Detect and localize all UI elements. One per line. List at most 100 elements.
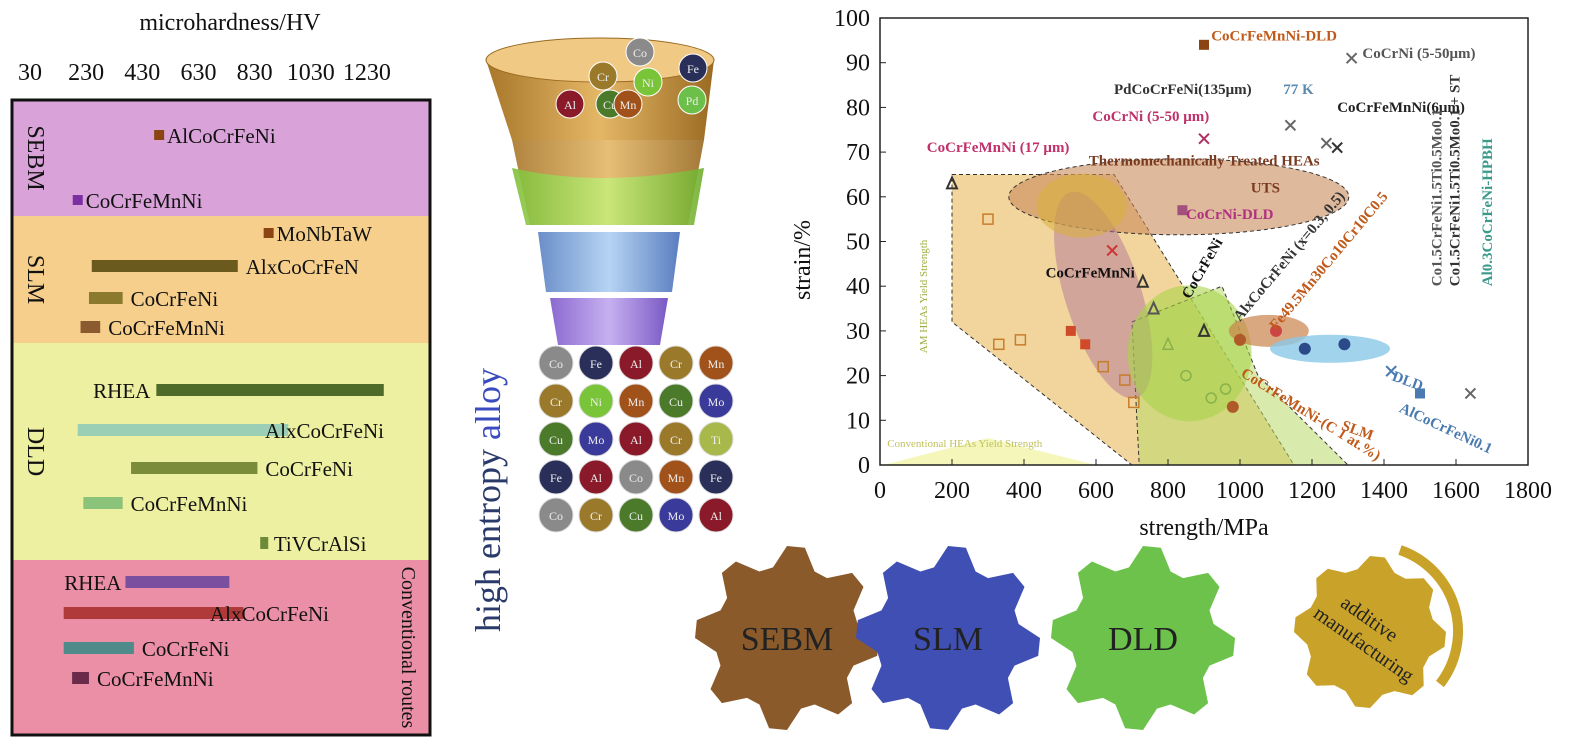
funnel-top-elements: Co Cr Fe Ni Al Pd Cu Mn (555, 37, 708, 119)
element-symbol: Cu (669, 395, 683, 409)
hardness-tick-label: 230 (68, 60, 104, 86)
funnel-band-purple (550, 298, 668, 345)
hardness-bar (125, 576, 230, 588)
hardness-group-label: SEBM (22, 125, 48, 190)
data-point (1284, 119, 1297, 131)
element-symbol: Cr (597, 70, 609, 84)
data-point (1014, 334, 1027, 346)
hardness-bar (83, 497, 123, 509)
x-tick-label: 800 (1150, 478, 1186, 504)
element-symbol: Cu (629, 509, 643, 523)
hardness-row-label: AlCoCrFeNi (167, 124, 276, 148)
element-ball (538, 345, 574, 381)
data-point (1219, 383, 1232, 395)
gear-label: SEBM (741, 621, 834, 658)
gear-arc (1398, 545, 1463, 688)
element-symbol: Cr (670, 357, 682, 371)
y-tick-label: 10 (846, 408, 870, 434)
data-point (1331, 141, 1343, 154)
chart-annotation: Conventional HEAs Yield Strength (887, 438, 1043, 450)
hardness-row-label: CoCrFeNi (265, 457, 353, 481)
hardness-bar (156, 384, 384, 396)
microhardness-title: microhardness/HV (139, 10, 321, 36)
data-point (1198, 132, 1210, 145)
x-tick-label: 0 (874, 478, 886, 504)
x-tick-label: 200 (934, 478, 970, 504)
element-ball (698, 345, 734, 381)
hardness-row-label: RHEA (64, 571, 122, 595)
hardness-bar (260, 537, 269, 549)
chart-annotation: AlCoCrFeNi0.1 (1397, 400, 1495, 457)
data-point (1097, 360, 1109, 373)
hardness-tick-label: 1230 (343, 60, 391, 86)
element-ball (698, 497, 734, 533)
x-axis-label: strength/MPa (1139, 515, 1269, 541)
chart-annotation: AM HEAs Yield Strength (918, 239, 930, 353)
data-point (1128, 396, 1140, 409)
element-ball (538, 421, 574, 457)
gear-icon (856, 546, 1040, 730)
element-ball (678, 53, 708, 83)
gear-label: SLM (913, 621, 983, 658)
hardness-point (154, 130, 165, 140)
hardness-bar (131, 462, 258, 474)
element-ball (677, 85, 707, 115)
element-symbol: Al (630, 357, 643, 371)
strength-strain-chart: 0 200 400 600 800 1000 1200 1400 1600 1800 0 10 20 30… (790, 6, 1552, 541)
x-tick-label: 1400 (1360, 478, 1408, 504)
element-ball (538, 383, 574, 419)
chart-annotation: CoCrNi-DLD (1186, 207, 1274, 223)
element-ball (578, 421, 614, 457)
element-symbol: Ti (711, 433, 722, 447)
hardness-group-label: DLD (22, 427, 48, 476)
element-symbol: Co (633, 46, 647, 60)
element-symbol: Al (710, 509, 723, 523)
data-point (982, 213, 994, 225)
hardness-group-bg (12, 343, 430, 560)
data-point (993, 338, 1005, 351)
element-ball (618, 459, 654, 495)
element-symbol: Fe (550, 471, 562, 485)
svg-text:high entropy: high entropy alloy (468, 368, 508, 632)
data-point (1385, 365, 1397, 377)
y-tick-label: 60 (846, 185, 870, 211)
hardness-row-label: CoCrFeMnNi (131, 492, 248, 516)
element-ball (578, 459, 614, 495)
gear-icon (1294, 556, 1446, 708)
element-symbol: Co (549, 357, 563, 371)
data-point (1177, 205, 1188, 216)
element-ball (698, 421, 734, 457)
element-grid: Co Fe Al Cr Mn Cr Ni Mn Cu Mo Cu Mo Al Cr Ti Fe Al Co Mn Fe… (538, 345, 734, 533)
element-symbol: Fe (590, 357, 602, 371)
element-symbol: Fe (710, 471, 722, 485)
region-cocrfemnni (1054, 191, 1153, 399)
chart-annotation: Al0.3CoCrFeNi-HPBH (1480, 138, 1496, 286)
funnel-band-blue (538, 232, 680, 292)
hardness-row-label: AlxCoCrFeNi (265, 419, 384, 443)
element-symbol: Cr (550, 395, 562, 409)
hardness-group-label: Conventional routes (397, 567, 419, 729)
hardness-row-label: CoCrFeNi (142, 637, 230, 661)
hea-vertical-label: high entropy alloy (468, 368, 508, 632)
element-ball (555, 89, 585, 119)
hardness-row-label: CoCrFeMnNi (86, 189, 203, 213)
element-ball (618, 497, 654, 533)
chart-annotation: Thermomechanically Treated HEAs (1089, 154, 1320, 170)
data-point (1415, 388, 1425, 399)
hardness-bar (63, 607, 244, 619)
element-ball (538, 459, 574, 495)
data-point (1065, 325, 1076, 336)
hardness-row-label: AlxCoCrFeN (246, 255, 359, 279)
microhardness-panel: microhardness/HV 30 230 430 630 830 1030 1230 … (10, 10, 432, 737)
element-symbol: Al (630, 433, 643, 447)
chart-annotation: UTS (1251, 180, 1280, 196)
hardness-group-label: SLM (22, 255, 48, 304)
region-dld (1270, 334, 1390, 363)
element-ball (613, 89, 643, 119)
hardness-tick-label: 830 (237, 60, 273, 86)
element-symbol: Cr (590, 509, 602, 523)
y-tick-label: 0 (858, 453, 870, 479)
y-tick-label: 50 (846, 230, 870, 256)
